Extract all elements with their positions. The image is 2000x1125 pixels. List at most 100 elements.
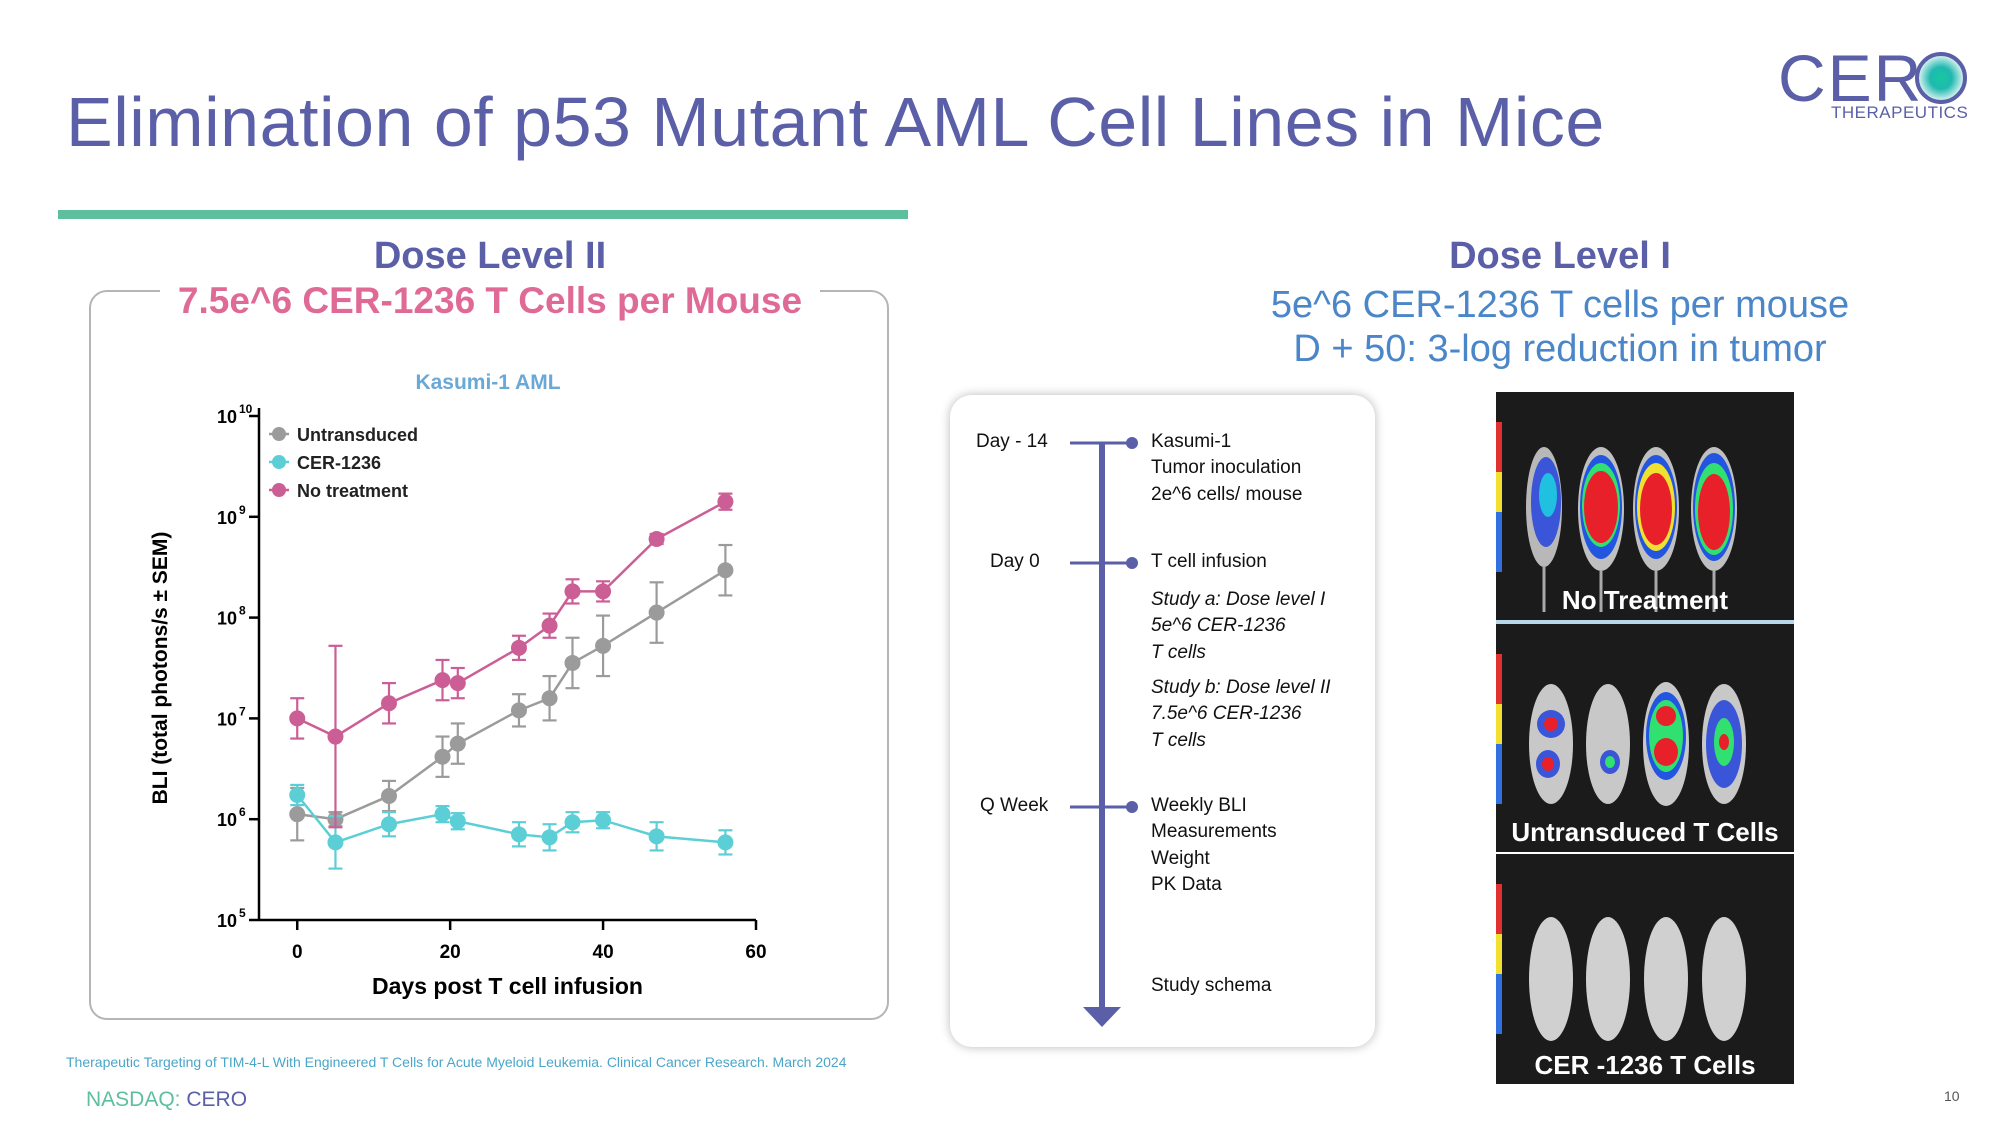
data-point-no-treatment — [541, 617, 558, 634]
data-point-untransduced — [434, 748, 451, 765]
data-point-cer-1236 — [380, 816, 397, 833]
chart-title: Kasumi-1 AML — [415, 371, 560, 394]
imaging-label-cer1236: CER -1236 T Cells — [1534, 1050, 1756, 1080]
data-point-cer-1236 — [510, 826, 527, 843]
data-point-no-treatment — [434, 672, 451, 689]
imaging-panel-no-treatment: No Treatment — [1496, 392, 1794, 620]
timeline-graphic — [1070, 437, 1138, 1027]
y-tick-exponent: 8 — [239, 604, 246, 618]
data-point-no-treatment — [380, 695, 397, 712]
x-axis-label: Days post T cell infusion — [372, 973, 643, 999]
y-axis-label: BLI (total photons/s ± SEM) — [149, 532, 172, 805]
cero-logo: CER THERAPEUTICS — [1775, 40, 1975, 125]
logo-wordmark: CER — [1778, 41, 1924, 115]
marker-q-week — [1126, 801, 1138, 813]
marker-day-0 — [1126, 557, 1138, 569]
left-dose-heading: Dose Level II — [373, 235, 607, 277]
left-dose-subheading: 7.5e^6 CER-1236 T Cells per Mouse — [160, 280, 820, 322]
text-kasumi: Kasumi-1 — [1151, 431, 1232, 452]
data-point-untransduced — [510, 702, 527, 719]
y-tick-label: 10 — [217, 810, 237, 830]
text-t-cell-infusion: T cell infusion — [1151, 551, 1267, 572]
x-tick-label: 20 — [440, 942, 461, 963]
mouse-image-untransduced — [1496, 624, 1794, 852]
x-tick-label: 0 — [292, 942, 303, 963]
data-point-untransduced — [595, 637, 612, 654]
data-point-cer-1236 — [449, 813, 466, 830]
data-point-untransduced — [717, 562, 734, 579]
page-number: 10 — [1944, 1088, 1960, 1104]
y-tick-label: 10 — [217, 609, 237, 629]
exchange-label: NASDAQ: — [86, 1088, 187, 1111]
data-point-no-treatment — [648, 530, 665, 547]
right-dose-subheading-1: 5e^6 CER-1236 T cells per mouse — [1270, 284, 1850, 326]
x-tick-label: 60 — [745, 942, 766, 963]
slide-title: Elimination of p53 Mutant AML Cell Lines… — [66, 83, 1605, 161]
data-point-no-treatment — [327, 728, 344, 745]
data-point-untransduced — [564, 654, 581, 671]
y-tick-exponent: 9 — [239, 503, 246, 517]
data-point-untransduced — [449, 735, 466, 752]
data-point-cer-1236 — [434, 806, 451, 823]
text-study-a-3: T cells — [1151, 642, 1206, 663]
data-point-cer-1236 — [564, 814, 581, 831]
legend-label-untransduced: Untransduced — [297, 425, 418, 445]
text-weekly-bli: Weekly BLI — [1151, 795, 1247, 816]
legend-marker-no-treatment — [272, 483, 286, 497]
legend-label-no-treatment: No treatment — [297, 481, 408, 501]
right-dose-subheading-2: D + 50: 3-log reduction in tumor — [1293, 328, 1827, 370]
y-tick-label: 10 — [217, 508, 237, 528]
data-point-no-treatment — [564, 583, 581, 600]
marker-day-minus-14 — [1126, 437, 1138, 449]
legend-marker-untransduced — [272, 427, 286, 441]
y-tick-exponent: 10 — [239, 402, 253, 416]
data-point-untransduced — [380, 788, 397, 805]
text-study-schema: Study schema — [1151, 975, 1272, 996]
text-study-b-2: 7.5e^6 CER-1236 — [1151, 703, 1302, 724]
legend-marker-cer-1236 — [272, 455, 286, 469]
text-study-a-2: 5e^6 CER-1236 — [1151, 615, 1286, 636]
y-tick-exponent: 5 — [239, 906, 246, 920]
text-tumor-inoculation: Tumor inoculation — [1151, 457, 1302, 478]
data-point-untransduced — [648, 604, 665, 621]
data-point-cer-1236 — [289, 787, 306, 804]
label-day-minus-14: Day - 14 — [976, 431, 1048, 452]
bli-imaging-panels: No Treatment — [1496, 392, 1794, 1084]
data-point-no-treatment — [289, 710, 306, 727]
imaging-panel-cer1236: CER -1236 T Cells — [1496, 854, 1794, 1084]
text-pk-data: PK Data — [1151, 874, 1222, 895]
data-point-cer-1236 — [595, 812, 612, 829]
logo-subtitle: THERAPEUTICS — [1831, 103, 1969, 122]
chart-frame: Kasumi-1 AML 10 5 10 6 10 7 10 8 10 9 10 10 0 20 40 60 Da… — [89, 290, 889, 1020]
accent-bar — [58, 210, 908, 219]
text-study-b-3: T cells — [1151, 730, 1206, 751]
y-tick-exponent: 6 — [239, 805, 246, 819]
logo-circle-icon — [1915, 52, 1967, 104]
data-point-cer-1236 — [541, 829, 558, 846]
panel-divider — [1496, 620, 1794, 624]
imaging-panel-untransduced: Untransduced T Cells — [1496, 624, 1794, 852]
mouse-image-cer1236 — [1496, 854, 1794, 1084]
citation: Therapeutic Targeting of TIM-4-L With En… — [66, 1054, 847, 1070]
timeline-arrowhead-icon — [1083, 1007, 1121, 1027]
data-point-untransduced — [289, 806, 306, 823]
legend-label-cer-1236: CER-1236 — [297, 453, 381, 473]
imaging-label-no-treatment: No Treatment — [1561, 585, 1729, 615]
text-study-a-1: Study a: Dose level I — [1151, 589, 1326, 610]
imaging-label-untransduced: Untransduced T Cells — [1511, 817, 1779, 847]
y-tick-label: 10 — [217, 709, 237, 729]
mouse-image-no-treatment — [1496, 392, 1794, 620]
y-tick-label: 10 — [217, 911, 237, 931]
data-point-no-treatment — [595, 583, 612, 600]
y-tick-label: 10 — [217, 407, 237, 427]
data-point-no-treatment — [717, 493, 734, 510]
data-point-untransduced — [541, 690, 558, 707]
x-tick-label: 40 — [593, 942, 614, 963]
data-point-no-treatment — [449, 675, 466, 692]
text-weight: Weight — [1151, 848, 1210, 869]
y-tick-exponent: 7 — [239, 704, 246, 718]
text-cells-per-mouse: 2e^6 cells/ mouse — [1151, 484, 1303, 505]
data-point-no-treatment — [510, 639, 527, 656]
data-point-cer-1236 — [717, 834, 734, 851]
